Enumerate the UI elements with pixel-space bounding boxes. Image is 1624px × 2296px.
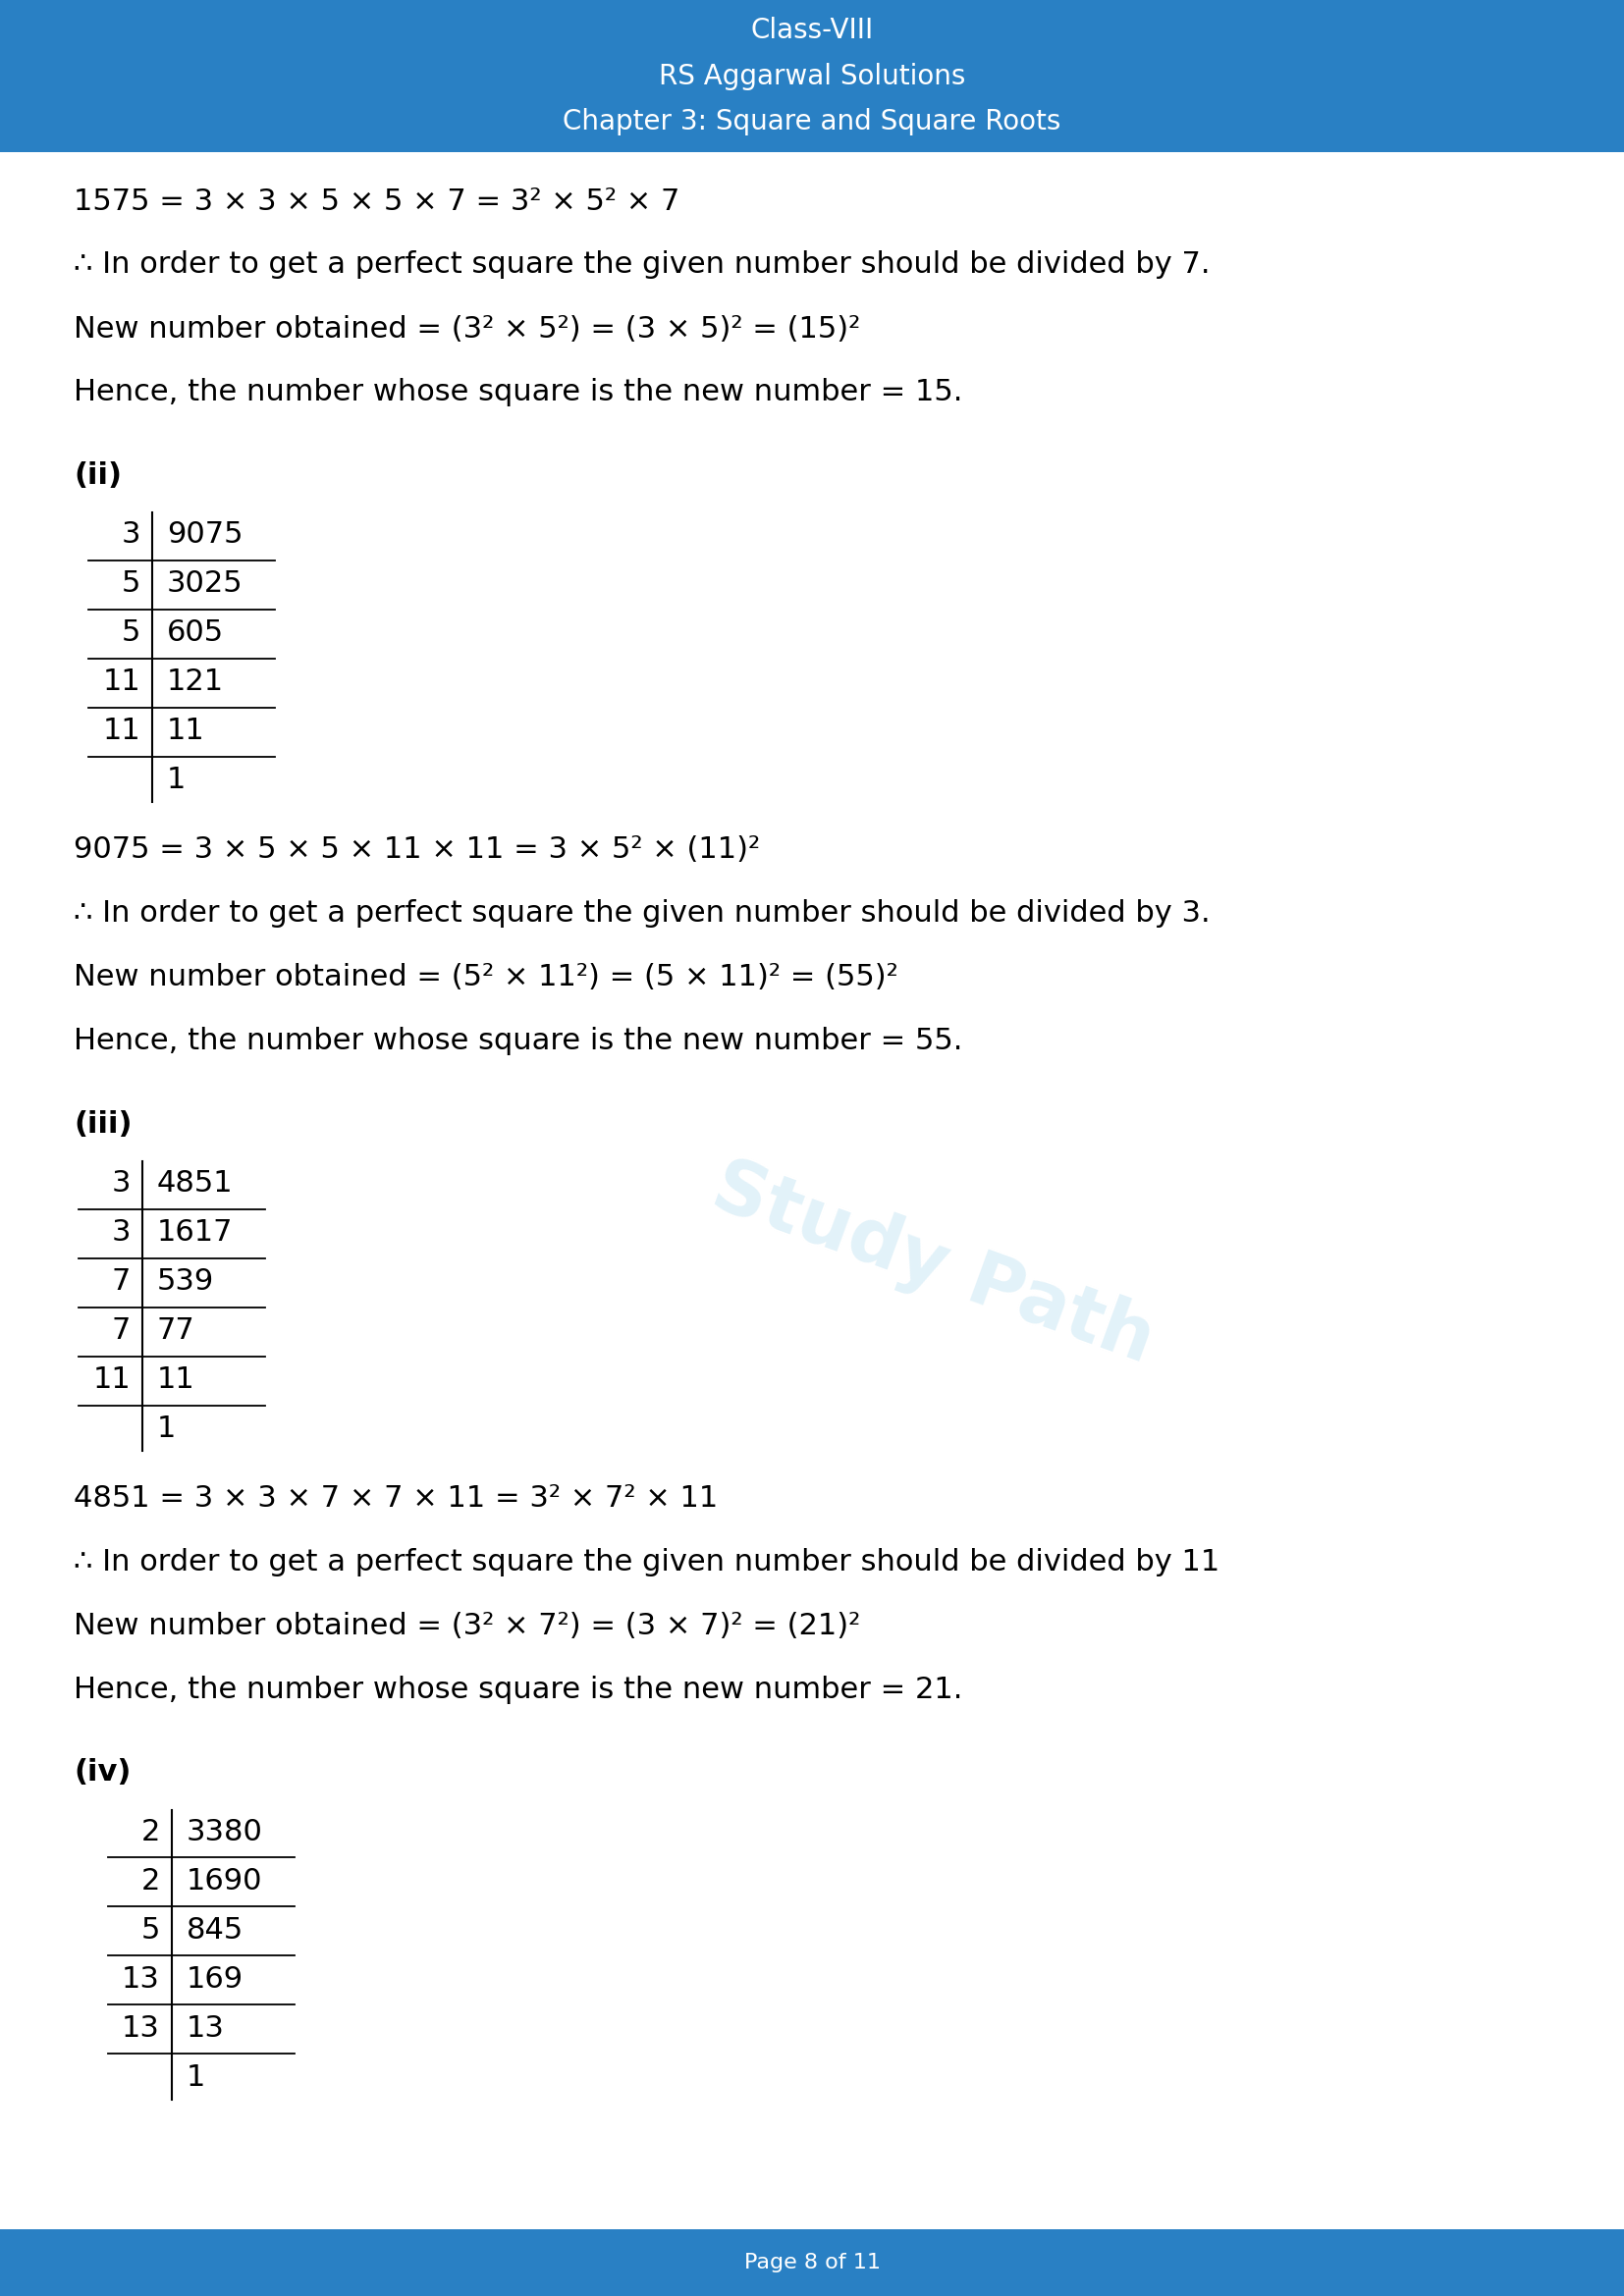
Text: ∴ In order to get a perfect square the given number should be divided by 7.: ∴ In order to get a perfect square the g…	[73, 250, 1210, 280]
Text: 3025: 3025	[167, 569, 244, 597]
Text: 121: 121	[167, 668, 224, 696]
Text: Study Path: Study Path	[702, 1150, 1164, 1380]
Text: 1617: 1617	[158, 1219, 234, 1247]
Text: 11: 11	[93, 1366, 130, 1394]
Text: 1575 = 3 × 3 × 5 × 5 × 7 = 3² × 5² × 7: 1575 = 3 × 3 × 5 × 5 × 7 = 3² × 5² × 7	[73, 186, 680, 216]
FancyBboxPatch shape	[0, 152, 1624, 2229]
Text: 7: 7	[112, 1316, 130, 1345]
Text: Class-VIII: Class-VIII	[750, 16, 874, 44]
Text: 2: 2	[141, 1867, 161, 1894]
Text: 4851 = 3 × 3 × 7 × 7 × 11 = 3² × 7² × 11: 4851 = 3 × 3 × 7 × 7 × 11 = 3² × 7² × 11	[73, 1483, 718, 1513]
Text: 9075 = 3 × 5 × 5 × 11 × 11 = 3 × 5² × (11)²: 9075 = 3 × 5 × 5 × 11 × 11 = 3 × 5² × (1…	[73, 836, 760, 863]
Text: New number obtained = (3² × 7²) = (3 × 7)² = (21)²: New number obtained = (3² × 7²) = (3 × 7…	[73, 1612, 861, 1639]
Text: 1: 1	[187, 2064, 206, 2092]
Text: Hence, the number whose square is the new number = 21.: Hence, the number whose square is the ne…	[73, 1676, 963, 1704]
Text: ∴ In order to get a perfect square the given number should be divided by 3.: ∴ In order to get a perfect square the g…	[73, 900, 1210, 928]
Text: 3: 3	[112, 1219, 130, 1247]
Text: Page 8 of 11: Page 8 of 11	[744, 2252, 880, 2273]
Text: 3380: 3380	[187, 1818, 263, 1846]
Text: 3: 3	[112, 1169, 130, 1199]
Text: 5: 5	[122, 618, 140, 647]
Text: 1: 1	[158, 1414, 175, 1442]
Text: 845: 845	[187, 1915, 244, 1945]
Text: 7: 7	[112, 1267, 130, 1295]
Text: Hence, the number whose square is the new number = 15.: Hence, the number whose square is the ne…	[73, 379, 963, 406]
Text: 9075: 9075	[167, 521, 244, 549]
Text: 3: 3	[122, 521, 140, 549]
Text: (iii): (iii)	[73, 1109, 132, 1139]
Text: 4851: 4851	[158, 1169, 234, 1199]
Text: New number obtained = (3² × 5²) = (3 × 5)² = (15)²: New number obtained = (3² × 5²) = (3 × 5…	[73, 315, 861, 342]
Text: ∴ In order to get a perfect square the given number should be divided by 11: ∴ In order to get a perfect square the g…	[73, 1548, 1220, 1577]
Text: 539: 539	[158, 1267, 214, 1295]
Text: 13: 13	[122, 2014, 161, 2043]
Text: RS Aggarwal Solutions: RS Aggarwal Solutions	[659, 62, 965, 90]
Text: 77: 77	[158, 1316, 195, 1345]
Text: 5: 5	[141, 1915, 161, 1945]
FancyBboxPatch shape	[0, 2229, 1624, 2296]
Text: 169: 169	[187, 1965, 244, 1993]
Text: Chapter 3: Square and Square Roots: Chapter 3: Square and Square Roots	[564, 108, 1060, 135]
Text: 13: 13	[122, 1965, 161, 1993]
Text: New number obtained = (5² × 11²) = (5 × 11)² = (55)²: New number obtained = (5² × 11²) = (5 × …	[73, 964, 898, 992]
Text: (ii): (ii)	[73, 461, 122, 489]
Text: Hence, the number whose square is the new number = 55.: Hence, the number whose square is the ne…	[73, 1026, 963, 1056]
Text: 2: 2	[141, 1818, 161, 1846]
Text: 5: 5	[122, 569, 140, 597]
Text: (iv): (iv)	[73, 1759, 132, 1786]
Text: 1: 1	[167, 767, 185, 794]
Text: 11: 11	[102, 716, 140, 746]
Text: 11: 11	[158, 1366, 195, 1394]
Text: 13: 13	[187, 2014, 224, 2043]
Text: 11: 11	[167, 716, 205, 746]
Text: 1690: 1690	[187, 1867, 263, 1894]
Text: 11: 11	[102, 668, 140, 696]
Text: 605: 605	[167, 618, 224, 647]
FancyBboxPatch shape	[0, 0, 1624, 152]
